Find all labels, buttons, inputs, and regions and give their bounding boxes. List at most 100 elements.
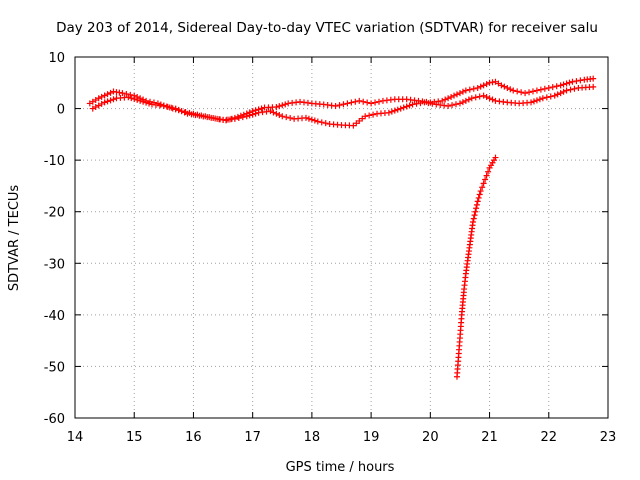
data-point: [476, 93, 483, 100]
data-point: [483, 172, 490, 179]
data-point: [533, 97, 540, 104]
x-tick-label: 21: [481, 430, 498, 445]
data-point: [453, 91, 460, 98]
data-point: [134, 96, 141, 103]
data-point: [397, 105, 404, 112]
data-point: [554, 91, 561, 98]
data-point: [123, 90, 130, 97]
data-point: [107, 97, 114, 104]
y-tick-label: -20: [44, 206, 65, 221]
series-descending-arc: [453, 154, 499, 380]
data-point: [459, 88, 466, 95]
data-point: [168, 104, 175, 111]
data-point: [344, 100, 351, 107]
data-point: [279, 102, 286, 109]
data-point: [314, 118, 321, 125]
x-axis-label: GPS time / hours: [286, 460, 395, 475]
data-point: [590, 83, 597, 90]
data-point: [507, 86, 514, 93]
data-point: [352, 98, 359, 105]
data-point: [406, 102, 413, 109]
data-point: [101, 92, 108, 99]
data-point: [204, 114, 211, 121]
data-point: [468, 95, 475, 102]
data-point: [98, 93, 105, 100]
data-point: [551, 92, 558, 99]
data-point: [212, 115, 219, 122]
data-point: [348, 99, 355, 106]
data-point: [160, 102, 167, 109]
data-point: [101, 99, 108, 106]
data-point: [557, 82, 564, 89]
data-point: [388, 108, 395, 115]
data-point: [283, 114, 290, 121]
data-point: [279, 113, 286, 120]
data-point: [560, 81, 567, 88]
data-point: [473, 205, 480, 212]
data-point: [231, 115, 238, 122]
data-point: [366, 112, 373, 119]
series-main-band-upper: [86, 75, 597, 124]
data-point: [143, 99, 150, 106]
data-point: [104, 91, 111, 98]
data-point: [376, 98, 383, 105]
data-point: [448, 93, 455, 100]
y-tick-label: -50: [44, 360, 65, 375]
data-point: [545, 84, 552, 91]
x-tick-label: 16: [185, 430, 202, 445]
data-point: [456, 100, 463, 107]
data-point: [362, 113, 369, 120]
data-point: [480, 180, 487, 187]
series-main-band-lower: [89, 83, 597, 129]
data-point: [370, 111, 377, 118]
x-tick-label: 18: [304, 430, 321, 445]
data-point: [146, 100, 153, 107]
data-point: [413, 100, 420, 107]
data-point: [252, 110, 259, 117]
data-point: [305, 115, 312, 122]
data-point: [539, 95, 546, 102]
data-point: [391, 107, 398, 114]
data-point: [128, 95, 135, 102]
data-point: [425, 100, 432, 107]
data-point: [547, 93, 554, 100]
y-tick-label: -60: [44, 412, 65, 427]
data-point: [125, 94, 132, 101]
data-point: [480, 82, 487, 89]
data-point: [456, 90, 463, 97]
data-point: [429, 100, 436, 107]
data-point: [533, 87, 540, 94]
data-point: [577, 77, 584, 84]
x-tick-label: 19: [363, 430, 380, 445]
data-point: [536, 96, 543, 103]
data-point: [489, 96, 496, 103]
data-point: [483, 93, 490, 100]
data-point: [482, 176, 489, 183]
data-point: [417, 100, 424, 107]
data-point: [216, 116, 223, 123]
data-point: [462, 87, 469, 94]
data-point: [452, 101, 459, 108]
data-point: [477, 83, 484, 90]
data-point: [276, 112, 283, 119]
data-point: [332, 102, 339, 109]
data-point: [409, 101, 416, 108]
data-point: [403, 103, 410, 110]
data-point: [239, 114, 246, 121]
data-point: [196, 112, 203, 119]
data-point: [563, 80, 570, 87]
data-point: [465, 96, 472, 103]
data-point: [208, 114, 215, 121]
data-point: [590, 75, 597, 82]
chart-title: Day 203 of 2014, Sidereal Day-to-day VTE…: [56, 20, 598, 36]
data-point: [486, 95, 493, 102]
data-point: [107, 89, 114, 96]
x-tick-label: 15: [126, 430, 143, 445]
data-point: [302, 114, 309, 121]
y-tick-label: 0: [57, 103, 65, 118]
data-point: [518, 89, 525, 96]
data-point: [172, 105, 179, 112]
data-point: [270, 109, 277, 116]
